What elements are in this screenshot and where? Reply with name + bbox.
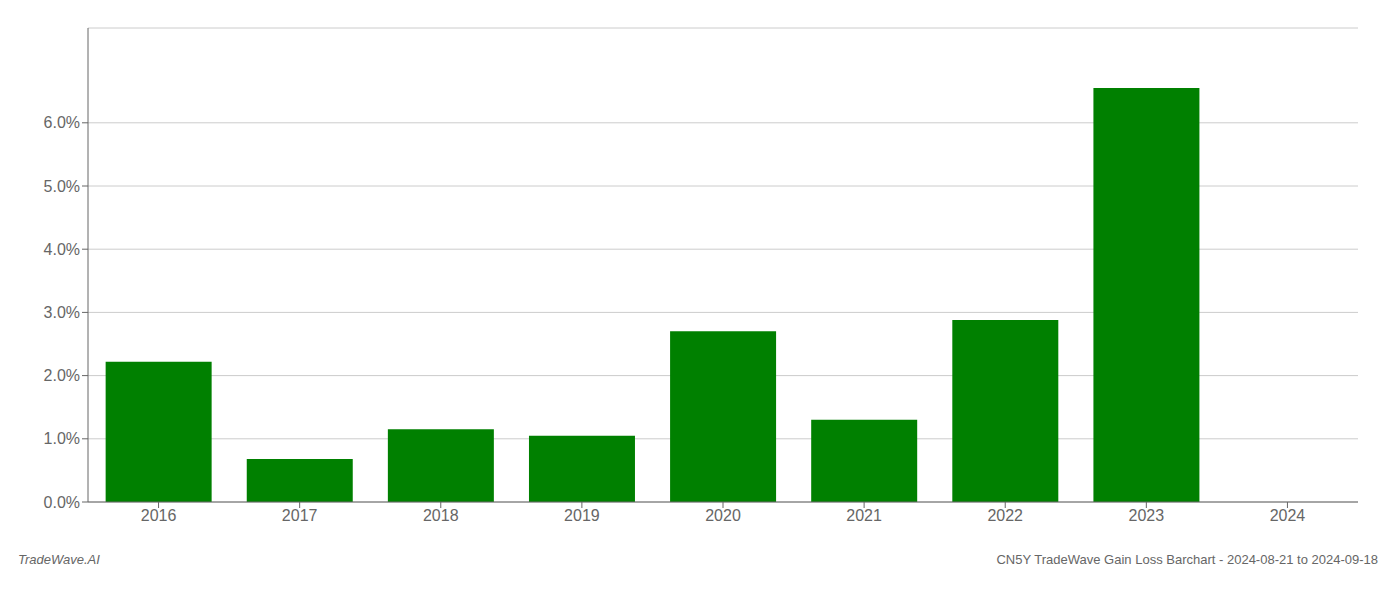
svg-text:5.0%: 5.0% (44, 178, 80, 195)
html-text:TradeWave.AI: TradeWave.AI (18, 552, 100, 567)
svg-text:2017: 2017 (282, 507, 318, 524)
svg-text:1.0%: 1.0% (44, 430, 80, 447)
svg-text:0.0%: 0.0% (44, 494, 80, 511)
svg-text:2.0%: 2.0% (44, 367, 80, 384)
svg-text:2021: 2021 (846, 507, 882, 524)
svg-text:2016: 2016 (141, 507, 177, 524)
svg-text:6.0%: 6.0% (44, 114, 80, 131)
svg-text:3.0%: 3.0% (44, 304, 80, 321)
svg-text:2024: 2024 (1270, 507, 1306, 524)
svg-text:2023: 2023 (1129, 507, 1165, 524)
svg-text:2020: 2020 (705, 507, 741, 524)
svg-text:4.0%: 4.0% (44, 241, 80, 258)
svg-text:2019: 2019 (564, 507, 600, 524)
svg-text:2018: 2018 (423, 507, 459, 524)
html-text:CN5Y TradeWave Gain Loss Barch: CN5Y TradeWave Gain Loss Barchart - 2024… (996, 552, 1378, 567)
svg-text:2022: 2022 (987, 507, 1023, 524)
